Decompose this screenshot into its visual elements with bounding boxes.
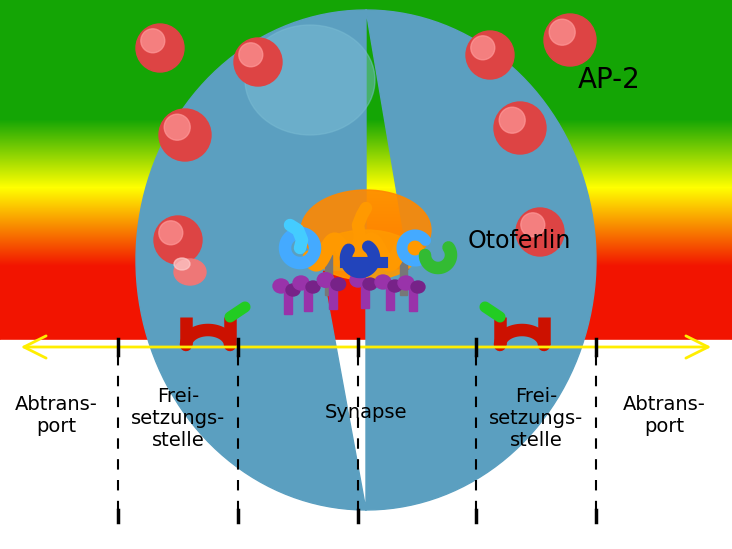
- Ellipse shape: [317, 273, 334, 287]
- Ellipse shape: [398, 276, 414, 290]
- Circle shape: [164, 114, 190, 140]
- Ellipse shape: [316, 230, 416, 280]
- Ellipse shape: [306, 281, 320, 293]
- Bar: [409, 289, 417, 311]
- Ellipse shape: [174, 259, 206, 285]
- Ellipse shape: [301, 190, 431, 270]
- Bar: [0, 340, 732, 549]
- Bar: [284, 292, 292, 314]
- Ellipse shape: [286, 284, 300, 296]
- Circle shape: [466, 31, 514, 79]
- Ellipse shape: [411, 281, 425, 293]
- Circle shape: [141, 29, 165, 53]
- Ellipse shape: [388, 280, 402, 292]
- Ellipse shape: [375, 275, 391, 289]
- Ellipse shape: [331, 278, 346, 290]
- Ellipse shape: [363, 278, 377, 290]
- Circle shape: [154, 216, 202, 264]
- Bar: [304, 289, 312, 311]
- Circle shape: [239, 43, 263, 67]
- Circle shape: [549, 19, 575, 45]
- Circle shape: [499, 107, 525, 133]
- Circle shape: [516, 208, 564, 256]
- Bar: [400, 255, 407, 295]
- Ellipse shape: [350, 273, 366, 287]
- Text: Otoferlin: Otoferlin: [468, 229, 572, 253]
- Text: Synapse: Synapse: [325, 404, 407, 423]
- Circle shape: [471, 36, 495, 60]
- Text: Abtrans-
port: Abtrans- port: [15, 395, 97, 435]
- Bar: [329, 286, 337, 310]
- FancyArrowPatch shape: [24, 336, 708, 358]
- Ellipse shape: [293, 276, 309, 290]
- Polygon shape: [136, 10, 596, 510]
- Circle shape: [234, 38, 282, 86]
- Circle shape: [520, 213, 545, 237]
- Circle shape: [159, 221, 183, 245]
- Ellipse shape: [245, 25, 375, 135]
- Text: AP-2: AP-2: [578, 66, 640, 94]
- Circle shape: [136, 24, 184, 72]
- Text: Frei-
setzungs-
stelle: Frei- setzungs- stelle: [131, 386, 225, 450]
- Text: Abtrans-
port: Abtrans- port: [622, 395, 706, 435]
- Circle shape: [494, 102, 546, 154]
- Circle shape: [159, 109, 211, 161]
- Ellipse shape: [174, 258, 190, 270]
- Ellipse shape: [273, 279, 289, 293]
- Text: Frei-
setzungs-
stelle: Frei- setzungs- stelle: [489, 386, 583, 450]
- Bar: [361, 286, 369, 308]
- Bar: [386, 288, 394, 310]
- Bar: [325, 255, 332, 295]
- Circle shape: [544, 14, 596, 66]
